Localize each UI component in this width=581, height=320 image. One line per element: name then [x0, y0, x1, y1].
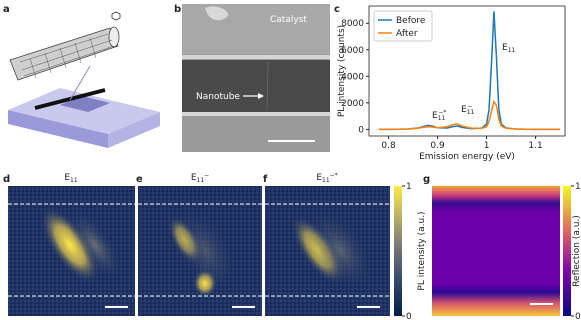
colorbar-label: PL intensity (a.u.) [417, 211, 427, 290]
peak-label: E11 [502, 43, 516, 54]
peak-label-sup: −* [438, 109, 446, 116]
x-tick-label: 1.1 [528, 141, 542, 151]
panel-label: c [334, 4, 340, 15]
y-tick-label: 0 [358, 125, 364, 135]
colorbar-tick-label: 1 [575, 182, 581, 192]
pl-map: E11−* [265, 172, 390, 316]
reflection-map [432, 186, 560, 316]
peak-label-base: E [502, 43, 508, 53]
colorbar [394, 186, 402, 316]
colorbar-tick-label: 0 [575, 312, 581, 320]
panel-label: g [423, 174, 430, 185]
y-tick-label: 8000 [341, 19, 364, 29]
peak-label-base: E [461, 105, 467, 115]
sem-label: Nanotube [196, 92, 240, 102]
panel-label: e [136, 174, 143, 185]
x-axis-label: Emission energy (eV) [419, 152, 515, 162]
x-tick-label: 0.9 [430, 141, 445, 151]
y-axis-label: PL intensity (counts) [337, 25, 347, 117]
legend-label: Before [396, 16, 426, 26]
peak-label-base: E [432, 111, 438, 121]
plot-frame [368, 5, 566, 137]
y-tick-label: 4000 [341, 72, 364, 82]
y-tick-label: 2000 [341, 99, 364, 109]
sem-image: Catalyst Nanotube [182, 4, 330, 152]
map-title: E11−* [316, 172, 337, 184]
colorbar-tick-label: 0 [406, 312, 412, 320]
x-tick-label: 0.8 [381, 141, 396, 151]
series-line [378, 99, 561, 131]
schematic [8, 11, 160, 148]
peak-label: E11−* [432, 109, 446, 122]
colorbar-label: Reflection (a.u.) [572, 215, 581, 287]
line-chart: 0.8 0.9 1 1.1 0 2000 4000 6000 8000 Emission ener… [337, 5, 566, 162]
peak-label-sub: 11 [438, 115, 446, 122]
panel-label: b [174, 4, 181, 15]
sem-label: Catalyst [270, 15, 307, 25]
map-title: E11− [191, 172, 209, 184]
pl-map: E11 [8, 173, 135, 316]
peak-label-sub: 11 [508, 47, 516, 54]
map-title: E11 [64, 173, 78, 184]
peak-label: E11− [461, 103, 475, 116]
peak-label-sup: − [467, 103, 472, 110]
x-tick-label: 1 [484, 141, 490, 151]
colorbar [563, 186, 571, 316]
pl-map: E11− [138, 172, 262, 316]
peak-label-sub: 11 [467, 109, 475, 116]
legend-label: After [396, 29, 418, 39]
panel-label: f [263, 174, 268, 185]
y-tick-label: 6000 [341, 46, 364, 56]
colorbar-tick-label: 1 [406, 182, 412, 192]
panel-label: d [3, 174, 10, 185]
panel-label: a [3, 4, 10, 15]
